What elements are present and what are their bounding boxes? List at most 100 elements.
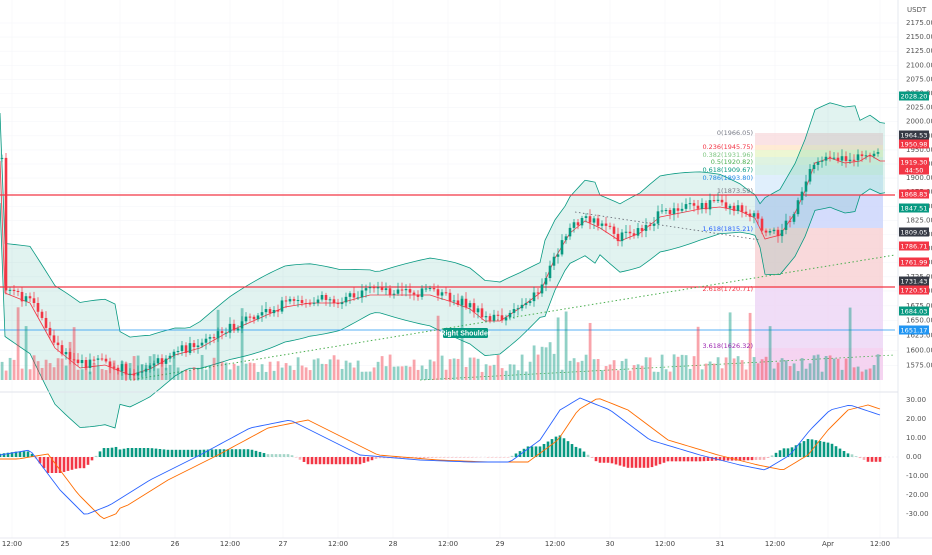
macd-hist-bar	[547, 442, 550, 457]
volume-bar	[385, 366, 388, 380]
candle-body	[753, 213, 756, 217]
volume-bar	[565, 311, 568, 380]
macd-hist-bar	[43, 457, 46, 468]
macd-hist-bar	[539, 446, 542, 457]
volume-bar	[505, 371, 508, 380]
macd-hist-bar	[107, 448, 110, 457]
volume-bar	[753, 357, 756, 380]
candle-body	[133, 374, 136, 376]
volume-bar	[257, 372, 260, 380]
candle-body	[689, 203, 692, 204]
candle-body	[365, 288, 368, 290]
macd-hist-bar	[239, 449, 242, 457]
macd-hist-bar	[327, 457, 330, 464]
volume-bar	[561, 370, 564, 380]
candle-body	[261, 312, 264, 315]
volume-bar	[277, 361, 280, 380]
price-label: 2175.00	[906, 19, 932, 27]
macd-hist-bar	[467, 457, 470, 458]
macd-hist-bar	[875, 457, 878, 462]
price-label: 1575.00	[906, 361, 932, 369]
candle-body	[109, 361, 112, 366]
candle-body	[809, 169, 812, 181]
candle-body	[637, 228, 640, 236]
candle-body	[473, 303, 476, 312]
candle-body	[105, 359, 108, 362]
volume-bar	[557, 317, 560, 380]
macd-hist-bar	[855, 456, 858, 457]
macd-hist-bar	[359, 457, 362, 464]
volume-bar	[837, 359, 840, 380]
macd-hist-bar	[799, 443, 802, 457]
volume-bar	[449, 359, 452, 380]
volume-bar	[433, 361, 436, 380]
volume-bar	[709, 362, 712, 380]
macd-label: -30.00	[906, 510, 929, 518]
volume-bar	[821, 372, 824, 380]
macd-hist-bar	[579, 448, 582, 457]
macd-hist-bar	[871, 457, 874, 462]
macd-hist-bar	[279, 454, 282, 457]
volume-bar	[593, 359, 596, 380]
macd-hist-bar	[703, 457, 706, 461]
volume-bar	[469, 358, 472, 380]
candle-body	[17, 291, 20, 292]
candle-body	[509, 313, 512, 317]
candle-body	[393, 294, 396, 295]
price-tag-text: 1720.51	[901, 286, 928, 294]
macd-hist-bar	[687, 457, 690, 461]
candle-body	[61, 345, 64, 354]
macd-hist-bar	[243, 449, 246, 457]
macd-hist-bar	[851, 454, 854, 457]
volume-bar	[633, 365, 636, 380]
macd-hist-bar	[267, 454, 270, 457]
volume-bar	[409, 367, 412, 380]
candle-body	[613, 227, 616, 234]
candle-body	[445, 292, 448, 293]
volume-bar	[445, 370, 448, 380]
macd-hist-bar	[175, 450, 178, 457]
macd-label: 30.00	[906, 396, 926, 404]
volume-bar	[381, 356, 384, 380]
volume-bar	[685, 355, 688, 380]
candle-body	[421, 288, 424, 296]
volume-bar	[273, 371, 276, 380]
candle-body	[241, 321, 244, 328]
volume-bar	[781, 358, 784, 380]
macd-hist-bar	[695, 457, 698, 461]
volume-bar	[309, 370, 312, 380]
macd-hist-bar	[655, 457, 658, 466]
volume-bar	[829, 355, 832, 380]
candle-body	[565, 236, 568, 240]
candle-body	[589, 216, 592, 222]
right-shoulder-annotation[interactable]: Right Shoulder	[440, 328, 490, 338]
volume-bar	[441, 356, 444, 380]
candle-body	[721, 200, 724, 203]
time-label: 12:00	[328, 540, 348, 548]
volume-bar	[209, 366, 212, 380]
candle-body	[221, 331, 224, 333]
volume-bar	[473, 358, 476, 380]
candle-body	[661, 210, 664, 211]
volume-bar	[549, 342, 552, 380]
volume-bar	[773, 369, 776, 380]
macd-hist-bar	[95, 456, 98, 457]
macd-hist-bar	[63, 457, 66, 472]
volume-bar	[657, 372, 660, 380]
candle-body	[413, 293, 416, 295]
fib-label-1: 1(1873.59)	[717, 187, 753, 195]
candle-body	[841, 156, 844, 160]
candle-body	[573, 222, 576, 228]
volume-bar	[173, 356, 176, 380]
candle-body	[225, 333, 228, 334]
macd-hist-bar	[495, 457, 498, 458]
macd-hist-bar	[271, 454, 274, 457]
candle-body	[121, 364, 124, 371]
macd-hist-bar	[659, 457, 662, 464]
candle-body	[85, 360, 88, 368]
volume-bar	[233, 364, 236, 380]
volume-bar	[325, 364, 328, 380]
candle-body	[577, 222, 580, 225]
volume-bar	[813, 355, 816, 380]
